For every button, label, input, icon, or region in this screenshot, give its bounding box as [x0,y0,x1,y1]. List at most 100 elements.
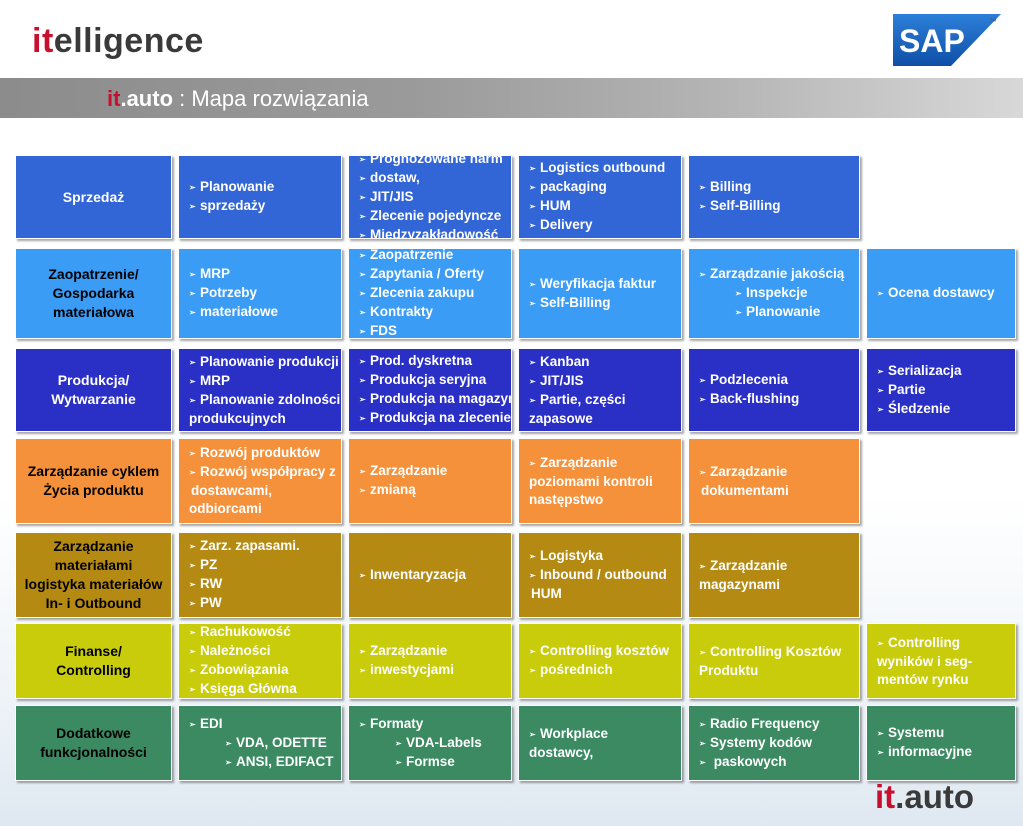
cell-line-text: Kanban [540,353,590,369]
cell-line: ➢ Partie, części [529,391,681,410]
cell-line-text: Podzlecenia [710,372,789,387]
logo-rest: elligence [53,22,204,60]
arrow-bullet-icon: ➢ [189,666,196,675]
cell-line-text: Planowanie [200,179,275,194]
solution-cell: ➢ Formaty ➢ VDA-Labels ➢ Formse [348,705,512,781]
title-brand: .auto [120,86,174,111]
cell-line-text: Rachukowość [200,624,291,639]
cell-line: ➢ Zarządzanie [359,462,511,481]
arrow-bullet-icon: ➢ [189,376,196,386]
cell-line-text: Systemy kodów [710,734,813,750]
arrow-bullet-icon: ➢ [529,202,536,211]
cell-line: ➢ Kanban [529,353,681,372]
solution-cell: ➢ Ocena dostawcy [866,248,1016,339]
cell-line-text: Prognozowane harm [370,155,503,166]
cell-line-text: Produktu [699,662,759,678]
arrow-bullet-icon: ➢ [189,183,196,192]
cell-line-text: pośrednich [540,662,613,677]
cell-line-text: Serializacja [888,362,962,378]
solution-cell: ➢ Inwentaryzacja [348,532,512,618]
arrow-bullet-icon: ➢ [877,289,884,298]
cell-line: ➢ zmianą [359,481,511,500]
solution-cell: ➢ Zarządzanie magazynami [688,532,860,618]
cell-line: dostawcy, [529,744,681,762]
cell-line: ➢ Inspekcje [699,284,859,303]
cell-line-text: Zapytania / Oferty [370,266,485,281]
cell-line: ➢ Planowanie zdolności [189,391,341,410]
arrow-bullet-icon: ➢ [359,414,366,423]
arrow-bullet-icon: ➢ [877,638,884,648]
cell-line-text: Controlling [888,634,960,650]
cell-line-text: Planowanie zdolności [200,391,341,407]
cell-line-text: Self-Billing [540,294,611,310]
cell-line-text: Inbound / outbound [540,567,667,582]
cell-line: ➢ Inwentaryzacja [359,566,511,585]
cell-line: ➢ Inbound / outbound [529,566,681,585]
arrow-bullet-icon: ➢ [189,395,196,405]
category-label: Dodatkowe [56,725,131,741]
sap-logo: SAP ™ [893,14,1001,66]
arrow-bullet-icon: ➢ [359,211,366,221]
arrow-bullet-icon: ➢ [189,719,196,729]
cell-line: ➢ Logistics outbound [529,159,681,178]
arrow-bullet-icon: ➢ [189,289,196,298]
cell-line-text: Controlling Kosztów [710,643,842,659]
cell-line: ➢ Zobowiązania [189,661,341,680]
cell-line: ➢ JIT/JIS [529,372,681,391]
arrow-bullet-icon: ➢ [529,729,536,739]
cell-line-text: Planowanie [746,304,821,319]
arrow-bullet-icon: ➢ [699,395,706,404]
cell-line-text: dokumentami [701,482,789,498]
cell-line-text: Rozwój produktów [200,445,320,460]
cell-line: ➢ Self-Billing [699,197,859,216]
arrow-bullet-icon: ➢ [359,230,366,239]
cell-line: ➢ JIT/JIS [359,188,511,207]
cell-line-text: VDA, ODETTE [236,734,327,750]
page-title: it.auto : Mapa rozwiązania [107,86,369,112]
cell-line: ➢ HUM [529,197,681,216]
cell-line: ➢ Planowanie produkcji [189,353,341,372]
arrow-bullet-icon: ➢ [359,570,366,580]
cell-line-text: Partie, części [540,391,626,407]
cell-line-text: Formse [406,753,455,769]
cell-line: ➢ Back-flushing [699,390,859,409]
cell-line: wyników i seg- [877,653,1015,671]
cell-line-text: Workplace [540,725,609,741]
solution-cell: ➢ Prognozowane harm ➢ dostaw, ➢ JIT/JIS ➢ Zlece… [348,155,512,239]
cell-line: ➢ Księga Główna [189,680,341,698]
cell-line: ➢ PW [189,594,341,613]
arrow-bullet-icon: ➢ [529,395,536,405]
arrow-bullet-icon: ➢ [189,647,196,656]
arrow-bullet-icon: ➢ [359,376,366,385]
cell-line: ➢ Prognozowane harm [359,155,511,169]
cell-line: ➢ PZ [189,556,341,575]
arrow-bullet-icon: ➢ [359,647,366,656]
cell-line: ➢ inwestycjami [359,661,511,680]
category-cell: Zaopatrzenie/Gospodarka materiałowa [15,248,172,339]
solution-cell: ➢ Zarz. zapasami. ➢ PZ ➢ RW ➢ PW [178,532,342,618]
title-rest: : Mapa rozwiązania [173,86,369,111]
arrow-bullet-icon: ➢ [529,647,536,656]
cell-line: ➢ FDS [359,322,511,338]
itelligence-logo: itelligence [32,22,204,61]
cell-line-text: materiałowe [200,304,279,319]
solution-cell: ➢ Controlling Kosztów Produktu [688,623,860,699]
cell-line: ➢ Produkcja na magazyn [359,390,511,409]
arrow-bullet-icon: ➢ [189,357,196,367]
cell-line-text: Produkcja na zlecenie [370,410,512,425]
arrow-bullet-icon: ➢ [359,467,366,476]
solution-cell: ➢ EDI ➢ VDA, ODETTE ➢ ANSI, EDIFACT [178,705,342,781]
arrow-bullet-icon: ➢ [699,467,706,477]
cell-line-text: Ocena dostawcy [888,285,995,300]
category-label: Zarządzanie [53,538,134,554]
arrow-bullet-icon: ➢ [529,376,536,386]
cell-line-text: Planowanie produkcji [200,353,339,369]
cell-line: ➢ VDA, ODETTE [189,734,341,753]
cell-line: ➢ Zarządzanie jakością [699,265,859,284]
solution-cell: ➢ Kanban ➢ JIT/JIS ➢ Partie, części zapasowe [518,348,682,432]
arrow-bullet-icon: ➢ [699,757,706,767]
cell-line: ➢ RW [189,575,341,594]
category-label: Gospodarka [52,285,135,301]
cell-line: ➢ Serializacja [877,362,1015,381]
cell-line-text: zmianą [370,482,416,497]
